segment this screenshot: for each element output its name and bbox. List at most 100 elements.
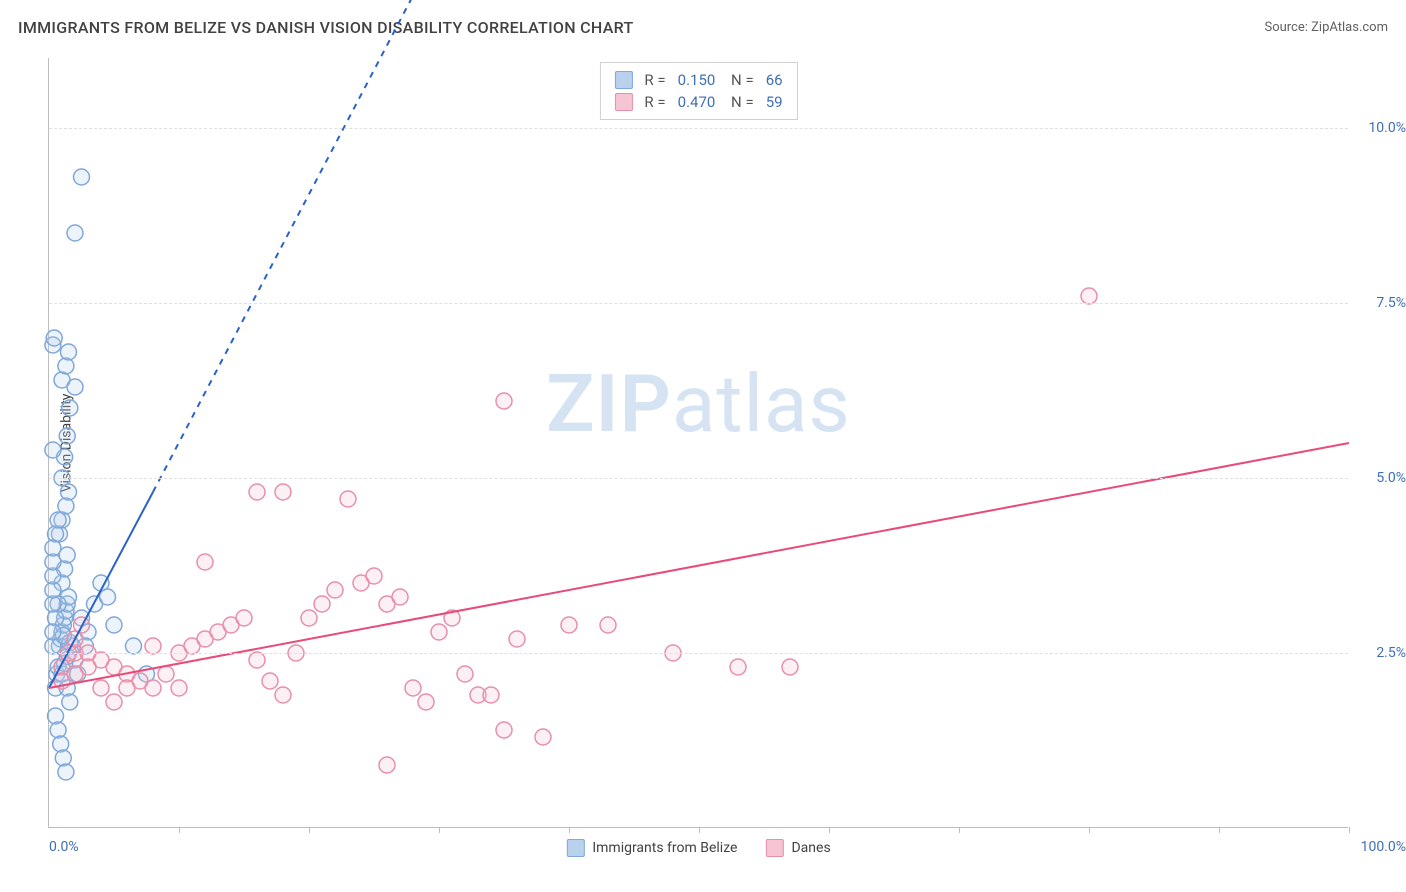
data-point (392, 589, 408, 605)
x-tick (179, 827, 180, 833)
swatch-series-1 (614, 93, 632, 111)
legend-n-value-1: 59 (766, 93, 783, 111)
data-point (48, 526, 64, 542)
data-point (340, 491, 356, 507)
data-point (45, 442, 61, 458)
data-point (74, 169, 90, 185)
legend-n-label-1: N = (727, 93, 753, 111)
data-point (327, 582, 343, 598)
x-tick (959, 827, 960, 833)
legend-row-series-0: R = 0.150 N = 66 (614, 69, 782, 91)
data-point (119, 680, 135, 696)
data-point (509, 631, 525, 647)
trend-line-dashed (153, 0, 439, 492)
gridline-h (49, 303, 1348, 304)
data-point (275, 687, 291, 703)
data-point (730, 659, 746, 675)
data-point (197, 554, 213, 570)
legend-correlation: R = 0.150 N = 66 R = 0.470 N = 59 (599, 62, 797, 120)
legend-r-label-1: R = (644, 93, 665, 111)
data-point (59, 428, 75, 444)
legend-n-value-0: 66 (766, 71, 783, 89)
x-tick (829, 827, 830, 833)
data-point (67, 666, 83, 682)
gridline-h (49, 128, 1348, 129)
data-point (301, 610, 317, 626)
data-point (158, 666, 174, 682)
data-point (106, 617, 122, 633)
legend-r-value-0: 0.150 (678, 71, 716, 89)
data-point (58, 358, 74, 374)
title-bar: IMMIGRANTS FROM BELIZE VS DANISH VISION … (18, 18, 1388, 37)
source-link[interactable]: ZipAtlas.com (1311, 20, 1388, 35)
legend-series: Immigrants from Belize Danes (566, 839, 830, 857)
data-point (106, 694, 122, 710)
plot-area: Vision Disability ZIPatlas R = 0.150 N =… (48, 58, 1348, 828)
data-point (379, 757, 395, 773)
legend-n-label-0: N = (727, 71, 753, 89)
x-tick (309, 827, 310, 833)
legend-item-1: Danes (765, 839, 830, 857)
swatch-bottom-0 (566, 839, 584, 857)
x-tick (439, 827, 440, 833)
data-point (67, 225, 83, 241)
scatter-svg (49, 58, 1349, 828)
data-point (262, 673, 278, 689)
data-point (496, 393, 512, 409)
data-point (62, 400, 78, 416)
data-point (62, 694, 78, 710)
legend-r-value-1: 0.470 (678, 93, 716, 111)
y-tick-label: 5.0% (1376, 470, 1406, 486)
legend-r-label-0: R = (644, 71, 665, 89)
data-point (249, 652, 265, 668)
data-point (314, 596, 330, 612)
data-point (50, 722, 66, 738)
x-tick (569, 827, 570, 833)
gridline-h (49, 653, 1348, 654)
data-point (48, 708, 64, 724)
data-point (61, 344, 77, 360)
legend-label-1: Danes (791, 840, 830, 856)
data-point (53, 736, 69, 752)
data-point (496, 722, 512, 738)
data-point (48, 610, 64, 626)
data-point (782, 659, 798, 675)
legend-item-0: Immigrants from Belize (566, 839, 737, 857)
legend-row-series-1: R = 0.470 N = 59 (614, 91, 782, 113)
data-point (236, 610, 252, 626)
data-point (418, 694, 434, 710)
data-point (93, 680, 109, 696)
data-point (405, 680, 421, 696)
y-tick-label: 10.0% (1368, 120, 1406, 136)
data-point (275, 484, 291, 500)
trend-line (49, 443, 1349, 688)
data-point (483, 687, 499, 703)
chart-container: IMMIGRANTS FROM BELIZE VS DANISH VISION … (0, 0, 1406, 892)
data-point (45, 540, 61, 556)
chart-title: IMMIGRANTS FROM BELIZE VS DANISH VISION … (18, 18, 634, 37)
data-point (366, 568, 382, 584)
source-credit: Source: ZipAtlas.com (1264, 20, 1388, 35)
data-point (55, 750, 71, 766)
data-point (431, 624, 447, 640)
data-point (67, 379, 83, 395)
data-point (249, 484, 265, 500)
data-point (561, 617, 577, 633)
legend-label-0: Immigrants from Belize (592, 840, 737, 856)
x-tick (699, 827, 700, 833)
data-point (46, 330, 62, 346)
x-axis-min-label: 0.0% (49, 839, 79, 855)
y-tick-label: 2.5% (1376, 645, 1406, 661)
data-point (50, 512, 66, 528)
data-point (145, 680, 161, 696)
data-point (58, 764, 74, 780)
source-label: Source: (1264, 20, 1311, 35)
data-point (1081, 288, 1097, 304)
data-point (457, 666, 473, 682)
data-point (100, 589, 116, 605)
data-point (600, 617, 616, 633)
data-point (59, 547, 75, 563)
data-point (45, 624, 61, 640)
data-point (535, 729, 551, 745)
swatch-bottom-1 (765, 839, 783, 857)
